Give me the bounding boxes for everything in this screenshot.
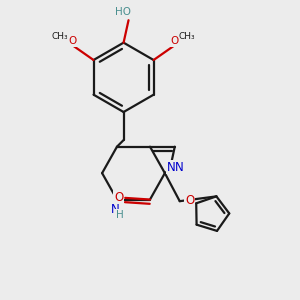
- Text: N: N: [175, 161, 183, 174]
- Text: HO: HO: [115, 7, 130, 17]
- Text: CH₃: CH₃: [179, 32, 196, 41]
- Text: O: O: [185, 194, 194, 206]
- Text: O: O: [170, 36, 178, 46]
- Text: CH₃: CH₃: [52, 32, 68, 41]
- Text: N: N: [167, 161, 175, 174]
- Text: H: H: [116, 210, 124, 220]
- Text: O: O: [69, 36, 77, 46]
- Text: O: O: [114, 191, 123, 204]
- Text: N: N: [111, 203, 120, 216]
